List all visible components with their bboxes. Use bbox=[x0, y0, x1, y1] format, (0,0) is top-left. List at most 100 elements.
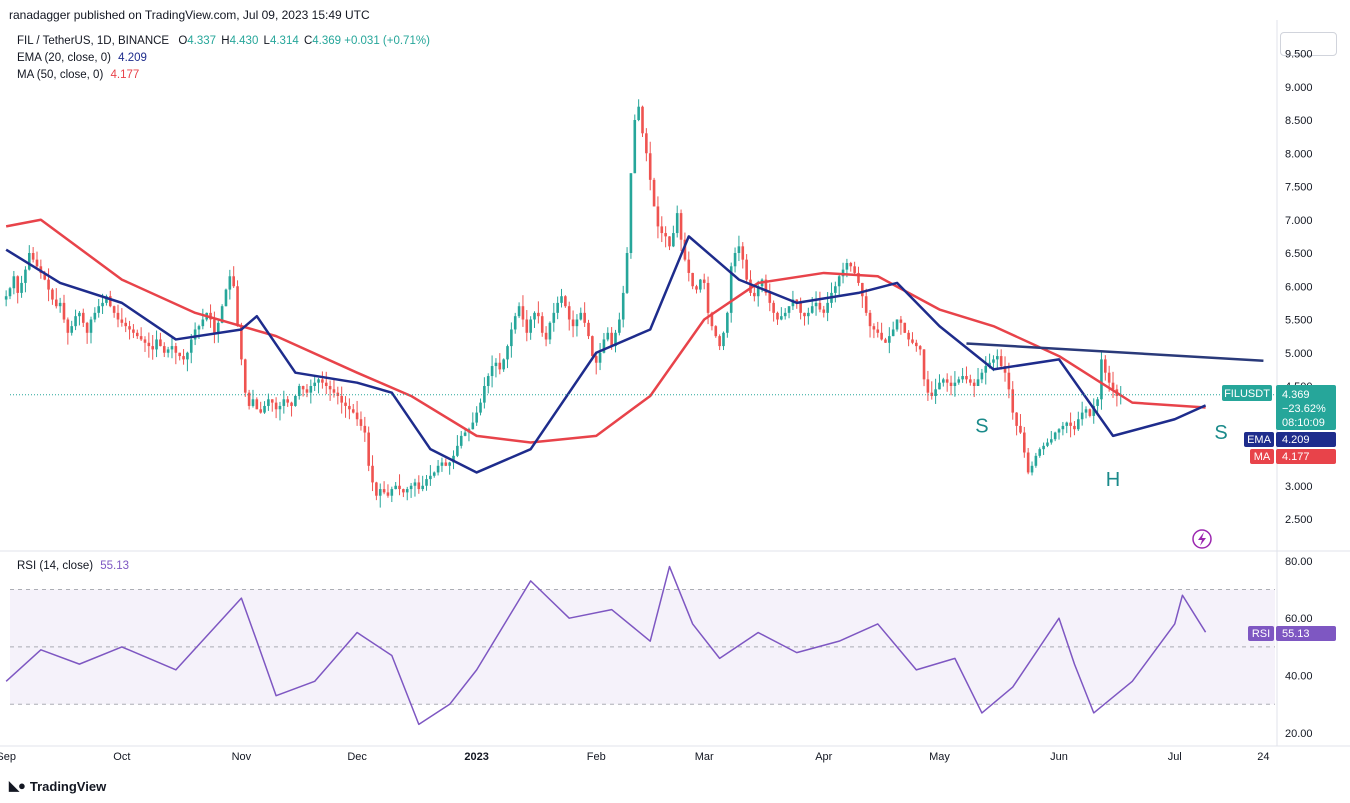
candle-body bbox=[610, 332, 613, 347]
candle-body bbox=[139, 336, 143, 340]
candle-body bbox=[193, 329, 197, 340]
price-tick-label: 8.500 bbox=[1285, 115, 1313, 127]
ma-legend[interactable]: MA (50, close, 0) 4.177 bbox=[17, 69, 139, 81]
candle-body bbox=[54, 299, 58, 307]
ema-legend-value: 4.209 bbox=[118, 52, 147, 64]
candle-body bbox=[224, 289, 228, 307]
candle-body bbox=[24, 269, 27, 283]
time-tick-label: Oct bbox=[113, 751, 130, 763]
rsi-legend[interactable]: RSI (14, close) 55.13 bbox=[17, 560, 129, 572]
candle-body bbox=[89, 319, 93, 333]
ema-legend[interactable]: EMA (20, close, 0) 4.209 bbox=[17, 52, 147, 64]
candle-body bbox=[1042, 445, 1045, 450]
candle-body bbox=[232, 276, 235, 287]
candle-body bbox=[475, 412, 478, 423]
candle-body bbox=[1077, 419, 1080, 430]
candle-body bbox=[494, 362, 498, 367]
candle-body bbox=[891, 329, 895, 337]
candle-body bbox=[135, 332, 139, 337]
candle-body bbox=[907, 332, 910, 340]
candle-body bbox=[432, 472, 436, 476]
candle-body bbox=[1104, 359, 1107, 373]
ma-tag-text: MA bbox=[1254, 451, 1271, 463]
candle-body bbox=[375, 482, 378, 496]
candle-body bbox=[976, 379, 980, 386]
candle-body bbox=[637, 106, 640, 120]
candle-body bbox=[390, 489, 394, 496]
price-tag-value: 4.369 bbox=[1282, 389, 1310, 401]
candle-body bbox=[74, 316, 77, 327]
price-tick-label: 7.500 bbox=[1285, 182, 1313, 194]
candle-body bbox=[502, 359, 505, 370]
candle-body bbox=[27, 253, 31, 270]
price-tick-label: 9.000 bbox=[1285, 82, 1313, 94]
candle-body bbox=[540, 316, 544, 333]
candle-body bbox=[679, 213, 683, 240]
price-tick-label: 6.500 bbox=[1285, 248, 1313, 260]
left-shoulder-label: S bbox=[975, 416, 988, 438]
candle-body bbox=[818, 302, 822, 310]
brand-name: TradingView bbox=[29, 778, 107, 794]
candle-body bbox=[999, 356, 1003, 367]
candle-body bbox=[143, 339, 147, 343]
candle-body bbox=[220, 306, 224, 323]
candle-body bbox=[745, 259, 748, 280]
candle-body bbox=[564, 296, 567, 307]
candle-body bbox=[101, 302, 104, 307]
candle-body bbox=[1092, 405, 1096, 416]
candle-body bbox=[324, 382, 328, 386]
candle-body bbox=[1034, 455, 1038, 466]
price-scale-top-box[interactable] bbox=[1280, 32, 1337, 56]
symbol-name[interactable]: FIL / TetherUS, 1D, BINANCE bbox=[17, 35, 170, 47]
ema-tag bbox=[1244, 432, 1274, 447]
candle-body bbox=[915, 342, 918, 347]
ohlc-l-label: L bbox=[263, 35, 270, 47]
ohlc-c-label: C bbox=[303, 35, 313, 47]
candle-body bbox=[20, 282, 23, 293]
candle-body bbox=[270, 399, 274, 403]
candle-body bbox=[934, 389, 937, 396]
candle-body bbox=[147, 342, 151, 347]
ma-value-tag bbox=[1276, 449, 1336, 464]
candle-body bbox=[459, 435, 463, 446]
candle-body bbox=[16, 276, 20, 293]
candle-body bbox=[579, 312, 583, 320]
candle-body bbox=[560, 296, 563, 303]
tradingview-brand[interactable]: ◣● TradingView bbox=[9, 778, 106, 794]
candle-body bbox=[85, 322, 89, 333]
ma50-line bbox=[5, 218, 1206, 444]
candle-body bbox=[70, 326, 74, 333]
rsi-legend-value: 55.13 bbox=[100, 560, 130, 572]
candle-body bbox=[294, 395, 297, 406]
ohlc-high: 4.430 bbox=[229, 35, 259, 47]
candle-body bbox=[868, 312, 872, 327]
candle-body bbox=[594, 356, 598, 363]
candle-body bbox=[872, 326, 876, 330]
rsi-legend-label: RSI (14, close) bbox=[17, 560, 94, 572]
candle-body bbox=[278, 405, 282, 410]
candle-body bbox=[1069, 422, 1072, 426]
price-tick-label: 8.000 bbox=[1285, 148, 1313, 160]
candle-body bbox=[128, 326, 131, 330]
candle-body bbox=[687, 259, 691, 273]
candle-body bbox=[733, 253, 737, 267]
price-tick-label: 6.000 bbox=[1285, 281, 1313, 293]
candle-body bbox=[614, 332, 617, 347]
candle-body bbox=[799, 302, 802, 313]
candle-body bbox=[1111, 382, 1115, 390]
candle-body bbox=[81, 312, 85, 323]
candle-body bbox=[942, 379, 945, 383]
price-tag-change: −23.62% bbox=[1282, 403, 1326, 415]
candle-body bbox=[938, 382, 941, 390]
candle-body bbox=[425, 479, 428, 486]
candle-body bbox=[386, 492, 390, 496]
candle-body bbox=[409, 485, 413, 490]
candle-body bbox=[1088, 409, 1092, 416]
candle-body bbox=[633, 120, 637, 174]
time-tick-label: Sep bbox=[0, 751, 16, 763]
candle-body bbox=[286, 399, 289, 403]
candle-body bbox=[772, 302, 775, 313]
candle-body bbox=[301, 386, 305, 390]
candle-body bbox=[548, 322, 552, 340]
